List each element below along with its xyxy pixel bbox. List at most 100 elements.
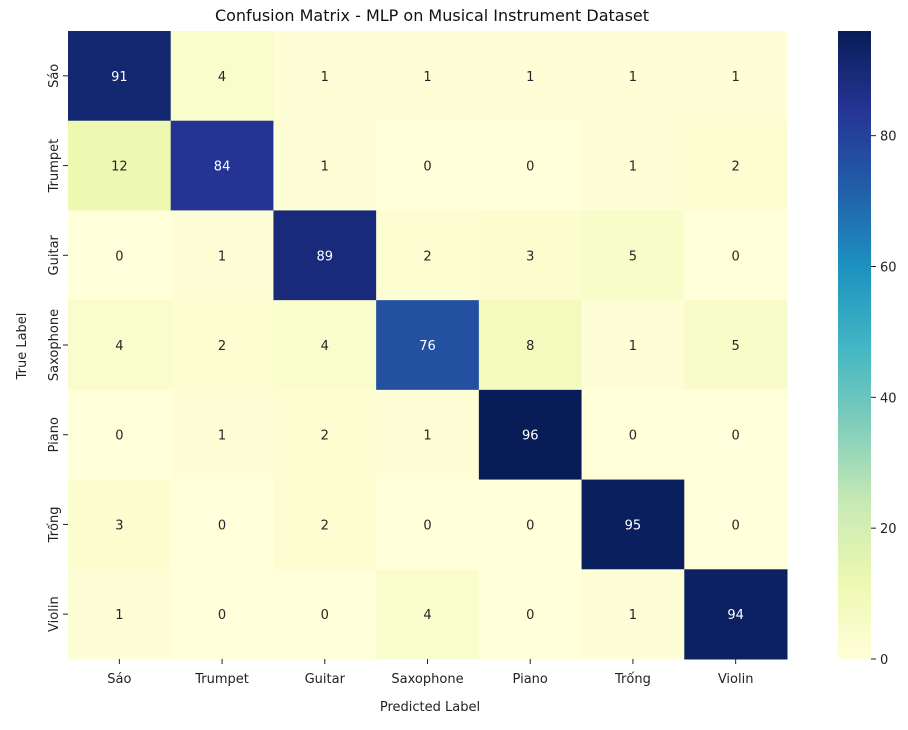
heatmap-cell — [273, 210, 377, 301]
cell-value-label: 2 — [321, 429, 329, 444]
cell-value-label: 4 — [218, 70, 226, 85]
heatmap-cell — [170, 120, 274, 211]
cell-value-label: 4 — [423, 608, 431, 623]
cell-value-label: 1 — [218, 249, 226, 264]
heatmap-cell — [581, 389, 685, 481]
heatmap-cell — [273, 31, 377, 122]
heatmap-cell — [376, 389, 480, 481]
heatmap-cell — [684, 210, 788, 301]
cell-value-label: 2 — [218, 339, 226, 354]
heatmap-cell — [170, 569, 274, 660]
cell-value-label: 2 — [423, 249, 431, 264]
heatmap-cell — [68, 569, 172, 660]
cell-value-label: 1 — [629, 339, 637, 354]
cell-value-label: 91 — [111, 70, 128, 85]
heatmap-cell — [478, 31, 583, 122]
heatmap-cell — [684, 479, 788, 570]
cell-value-label: 96 — [522, 429, 539, 444]
cell-value-label: 3 — [115, 518, 123, 533]
heatmap-cell — [273, 120, 377, 211]
heatmap-cell — [273, 569, 377, 660]
cell-value-label: 0 — [526, 518, 534, 533]
cell-value-label: 1 — [423, 429, 431, 444]
colorbar-tick-label: 40 — [880, 391, 897, 406]
chart-title: Confusion Matrix - MLP on Musical Instru… — [215, 6, 649, 25]
heatmap-cell — [581, 300, 685, 391]
cell-value-label: 0 — [732, 429, 740, 444]
y-tick-label: Saxophone — [47, 309, 62, 381]
x-axis-ticks: Sáo Trumpet Guitar Saxophone Piano Trống Violi… — [107, 659, 753, 687]
heatmap-cell — [68, 120, 172, 211]
heatmap-cell — [684, 31, 788, 122]
heatmap-cell — [170, 300, 274, 391]
cell-value-label: 1 — [629, 160, 637, 175]
heatmap-cells — [68, 31, 788, 660]
y-tick-label: Trống — [47, 507, 62, 544]
heatmap-cell — [68, 31, 172, 122]
cell-value-label: 0 — [218, 518, 226, 533]
heatmap-cell — [170, 210, 274, 301]
colorbar-tick-label: 20 — [880, 522, 897, 537]
cell-value-label: 1 — [629, 70, 637, 85]
heatmap-cell — [376, 120, 480, 211]
heatmap-cell — [581, 120, 685, 211]
cell-value-label: 0 — [732, 249, 740, 264]
cell-value-label: 0 — [423, 518, 431, 533]
cell-value-label: 1 — [218, 429, 226, 444]
cell-value-label: 5 — [732, 339, 740, 354]
heatmap-cell — [68, 210, 172, 301]
cell-value-label: 4 — [115, 339, 123, 354]
cell-value-label: 1 — [321, 70, 329, 85]
y-tick-label: Violin — [47, 596, 62, 632]
cell-value-label: 8 — [526, 339, 534, 354]
colorbar-tick-label: 60 — [880, 261, 897, 276]
cell-value-label: 0 — [115, 429, 123, 444]
cell-value-label: 94 — [727, 608, 744, 623]
heatmap-cell — [376, 210, 480, 301]
colorbar — [838, 31, 871, 659]
cell-value-label: 1 — [526, 70, 534, 85]
cell-value-label: 0 — [218, 608, 226, 623]
colorbar-ticks: 0 20 40 60 80 — [871, 130, 897, 668]
heatmap-cell — [478, 479, 583, 570]
cell-value-label: 0 — [115, 249, 123, 264]
heatmap-cell — [376, 300, 480, 391]
heatmap-cell — [170, 389, 274, 481]
cell-value-label: 0 — [732, 518, 740, 533]
cell-value-label: 95 — [625, 518, 642, 533]
heatmap-cell — [478, 210, 583, 301]
heatmap-cell — [68, 389, 172, 481]
heatmap-cell — [68, 300, 172, 391]
heatmap-cell — [581, 479, 685, 570]
y-tick-label: Trumpet — [47, 139, 62, 194]
cell-value-label: 1 — [423, 70, 431, 85]
heatmap-cell — [478, 389, 583, 481]
cell-value-label: 84 — [214, 160, 231, 175]
y-tick-label: Guitar — [47, 234, 62, 275]
heatmap-cell — [581, 31, 685, 122]
y-axis-label: True Label — [15, 313, 30, 381]
cell-value-label: 89 — [317, 249, 334, 264]
x-tick-label: Guitar — [305, 672, 346, 687]
cell-value-label: 1 — [732, 70, 740, 85]
x-tick-label: Trumpet — [194, 672, 249, 687]
heatmap-cell — [170, 31, 274, 122]
heatmap-cell — [478, 569, 583, 660]
cell-value-label: 1 — [629, 608, 637, 623]
y-axis-ticks: Sáo Trumpet Guitar Saxophone Piano Trống Violi… — [47, 64, 68, 632]
cell-value-label: 12 — [111, 160, 128, 175]
heatmap-cell — [273, 300, 377, 391]
x-tick-label: Piano — [513, 672, 548, 687]
cell-value-label: 0 — [526, 160, 534, 175]
cell-value-label: 2 — [732, 160, 740, 175]
heatmap-cell — [376, 569, 480, 660]
cell-value-label: 0 — [423, 160, 431, 175]
cell-value-label: 4 — [321, 339, 329, 354]
cell-value-label: 3 — [526, 249, 534, 264]
heatmap-cell — [581, 210, 685, 301]
heatmap-cell — [478, 300, 583, 391]
cell-value-label: 76 — [419, 339, 436, 354]
cell-value-label: 0 — [526, 608, 534, 623]
cell-value-label: 1 — [115, 608, 123, 623]
